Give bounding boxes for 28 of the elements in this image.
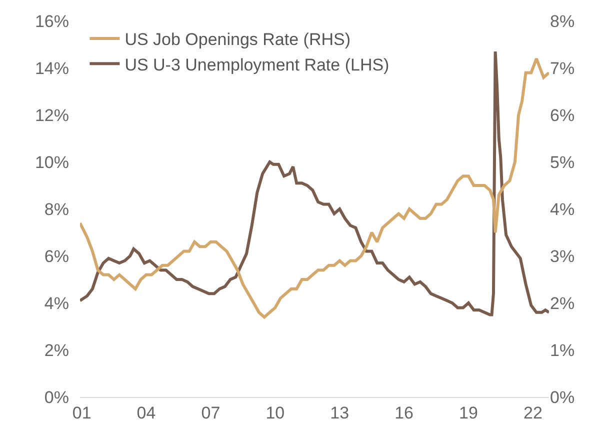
y2-tick-label: 5% (550, 152, 575, 172)
x-tick-label: 01 (72, 403, 92, 422)
x-tick-label: 10 (266, 403, 285, 422)
y2-tick-label: 2% (550, 294, 575, 313)
y2-tick-label: 3% (550, 246, 575, 266)
y-tick-label: 16% (34, 12, 69, 31)
y-tick-label: 12% (34, 106, 69, 125)
y2-tick-label: 6% (550, 106, 575, 125)
legend-label: US U-3 Unemployment Rate (LHS) (124, 55, 390, 74)
y2-tick-label: 7% (550, 58, 575, 78)
y-tick-label: 8% (44, 200, 69, 219)
y-tick-label: 10% (34, 152, 69, 172)
x-tick-label: 13 (330, 403, 350, 422)
x-tick-label: 07 (201, 403, 220, 422)
x-tick-label: 16 (394, 403, 414, 422)
x-tick-label: 22 (523, 403, 542, 422)
x-tick-label: 04 (136, 403, 156, 422)
x-tick-label: 19 (459, 403, 478, 422)
y-tick-label: 0% (44, 388, 69, 407)
y-tick-label: 2% (44, 340, 69, 360)
y-tick-label: 6% (44, 246, 69, 266)
y-tick-label: 4% (44, 294, 69, 313)
y2-tick-label: 4% (550, 200, 575, 219)
legend-label: US Job Openings Rate (RHS) (124, 30, 351, 50)
y2-tick-label: 8% (550, 12, 575, 31)
y2-tick-label: 1% (550, 340, 575, 360)
y2-tick-label: 0% (550, 388, 575, 407)
y-tick-label: 14% (34, 58, 69, 78)
